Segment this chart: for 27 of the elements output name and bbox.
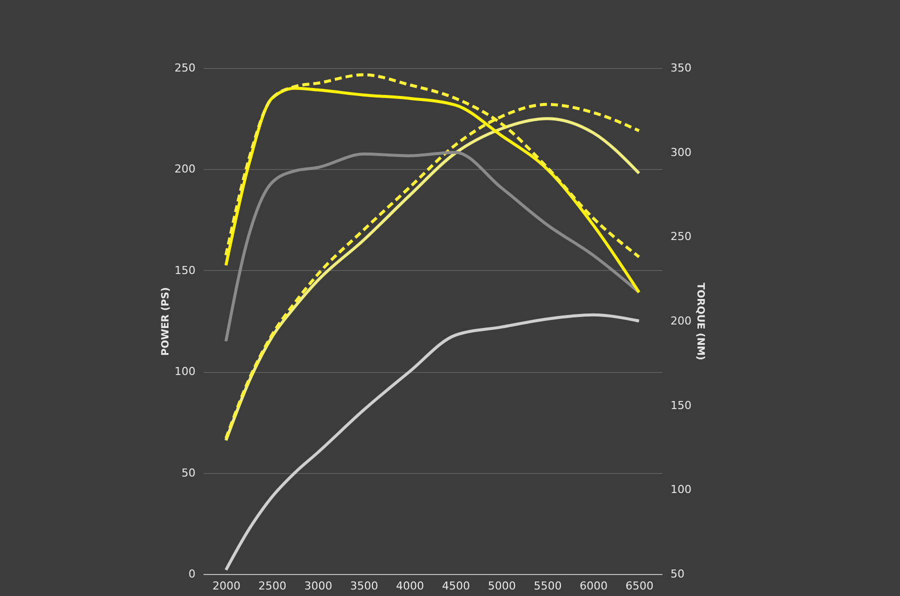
y-tick-label: 0: [188, 568, 196, 580]
x-tick-label: 2500: [258, 580, 286, 592]
y2-tick-label: 300: [670, 146, 692, 159]
x-tick-label: 4000: [396, 580, 424, 592]
x-tick-label: 6000: [580, 580, 608, 592]
line-series: [224, 150, 641, 343]
y2-tick-label: 100: [670, 483, 692, 496]
y-tick-label: 50: [182, 466, 196, 480]
y-tick-label: 150: [174, 264, 196, 277]
y2-tick-label: 50: [670, 568, 684, 580]
y-tick-label: 250: [174, 62, 196, 74]
y2-tick-label: 200: [670, 314, 692, 328]
y2-tick-label: 150: [670, 398, 692, 412]
y2-tick-label: 350: [670, 62, 692, 74]
x-tick-label: 3000: [304, 580, 332, 592]
y-tick-label: 200: [174, 162, 196, 176]
x-tick-label: 4500: [442, 580, 470, 592]
y-axis-title: POWER (PS): [160, 287, 172, 356]
x-tick-label: 5500: [534, 580, 562, 592]
x-tick-label: 3500: [350, 580, 378, 592]
y2-tick-label: 250: [670, 230, 692, 244]
x-tick-label: 2000: [212, 580, 240, 592]
x-tick-label: 6500: [626, 580, 654, 592]
line-series: [224, 313, 641, 572]
x-tick-label: 5000: [488, 580, 516, 592]
y-tick-label: 100: [174, 365, 196, 378]
y2-axis-title: TORQUE (NM): [694, 282, 706, 360]
